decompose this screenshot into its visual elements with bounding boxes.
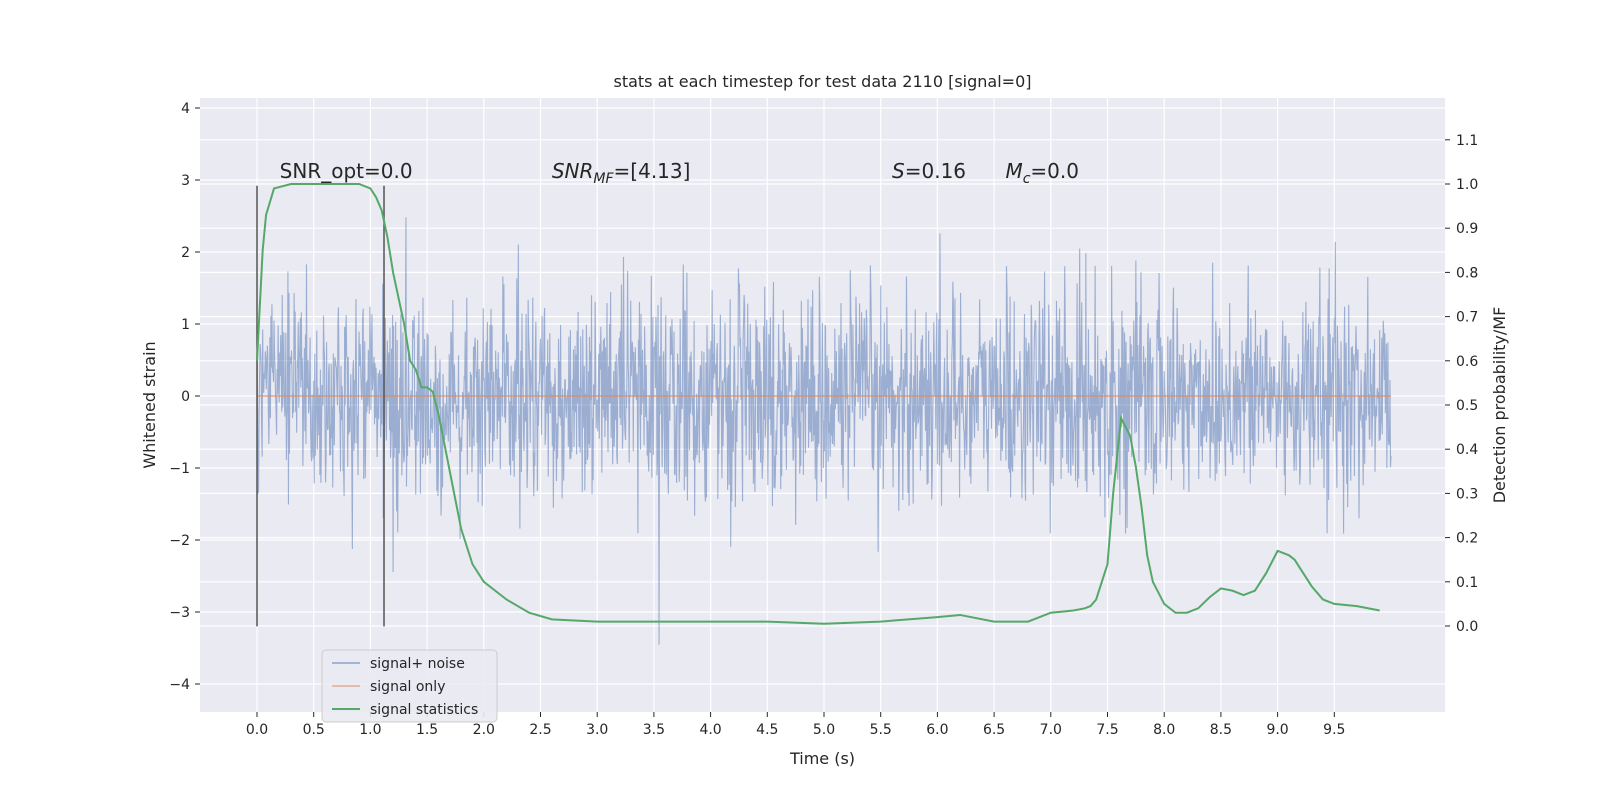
- annotation-snr-mf-tail: =[4.13]: [614, 159, 691, 183]
- annotation-s-tail: =0.16: [905, 159, 966, 183]
- x-tick-label: 4.5: [756, 722, 778, 738]
- legend-label-signal-statistics: signal statistics: [370, 702, 478, 718]
- legend-label-signal-noise: signal+ noise: [370, 656, 465, 672]
- x-tick-label: 8.5: [1210, 722, 1232, 738]
- x-tick-label: 6.5: [983, 722, 1005, 738]
- y2-axis-label: Detection probability/MF: [1490, 307, 1509, 504]
- annotation-snr-mf-main: SNR: [552, 159, 594, 183]
- annotation-mc-value: Mc=0.0: [1005, 159, 1079, 187]
- x-tick-label: 4.0: [699, 722, 721, 738]
- legend: signal+ noise signal only signal statist…: [321, 649, 498, 723]
- x-tick-label: 0.5: [303, 722, 325, 738]
- y2-tick-label: 0.5: [1456, 398, 1478, 414]
- chart-title: stats at each timestep for test data 211…: [613, 72, 1031, 91]
- y-tick-label: 4: [181, 101, 190, 117]
- y2-tick-label: 0.3: [1456, 486, 1478, 502]
- series-signal-noise: [256, 217, 1392, 645]
- y-tick-label: 3: [181, 173, 190, 189]
- y-tick-label: −4: [169, 677, 190, 693]
- annotation-mc-main: M: [1005, 159, 1022, 183]
- x-tick-label: 8.0: [1153, 722, 1175, 738]
- x-tick-label: 3.0: [586, 722, 608, 738]
- vertical-markers: [256, 185, 385, 627]
- x-tick-label: 0.0: [246, 722, 268, 738]
- signal-noise-trace: [256, 217, 1392, 645]
- y2-tick-label: 0.1: [1456, 575, 1478, 591]
- annotation-snr-opt: SNR_opt=0.0: [280, 159, 413, 183]
- annotation-s-main: S: [892, 159, 905, 183]
- legend-box: [321, 649, 498, 723]
- legend-label-signal-only: signal only: [370, 679, 445, 695]
- y-tick-label: −1: [169, 461, 190, 477]
- annotation-mc-sub: c: [1023, 171, 1031, 187]
- annotation-s-value: S=0.16: [892, 159, 966, 183]
- x-tick-label: 1.5: [416, 722, 438, 738]
- y2-tick-label: 0.7: [1456, 310, 1478, 326]
- x-tick-label: 2.5: [529, 722, 551, 738]
- x-tick-label: 5.5: [870, 722, 892, 738]
- x-tick-label: 3.5: [643, 722, 665, 738]
- y2-tick-label: 0.2: [1456, 531, 1478, 547]
- series-signal-statistics: [256, 183, 1380, 625]
- y-tick-label: 1: [181, 317, 190, 333]
- y2-tick-label: 0.0: [1456, 619, 1478, 635]
- x-tick-label: 9.5: [1323, 722, 1345, 738]
- y-tick-label: −3: [169, 605, 190, 621]
- x-tick-label: 7.5: [1096, 722, 1118, 738]
- x-tick-label: 2.0: [473, 722, 495, 738]
- y-tick-label: −2: [169, 533, 190, 549]
- x-tick-label: 6.0: [926, 722, 948, 738]
- x-tick-label: 7.0: [1040, 722, 1062, 738]
- annotation-snr-mf-sub: MF: [593, 171, 614, 187]
- y2-tick-label: 0.6: [1456, 354, 1478, 370]
- x-axis-ticks: 0.0 0.5 1.0 1.5 2.0 2.5 3.0 3.5 4.0 4.5 5.0 5.5 6.0 6…: [246, 712, 1345, 738]
- y-tick-label: 0: [181, 389, 190, 405]
- y2-tick-label: 1.1: [1456, 133, 1478, 149]
- y-axis-ticks: 4 3 2 1 0 −1 −2 −3 −4: [169, 101, 200, 693]
- x-tick-label: 1.0: [359, 722, 381, 738]
- y-axis-label: Whitened strain: [140, 341, 159, 468]
- y2-tick-label: 0.8: [1456, 265, 1478, 281]
- y2-axis-ticks: 1.1 1.0 0.9 0.8 0.7 0.6 0.5 0.4 0.3 0.2 0.1 0.0: [1445, 133, 1478, 635]
- y-tick-label: 2: [181, 245, 190, 261]
- annotation-mc-tail: =0.0: [1030, 159, 1079, 183]
- x-tick-label: 9.0: [1266, 722, 1288, 738]
- y2-tick-label: 0.4: [1456, 442, 1478, 458]
- x-tick-label: 5.0: [813, 722, 835, 738]
- x-axis-label: Time (s): [789, 749, 855, 768]
- y2-tick-label: 0.9: [1456, 221, 1478, 237]
- y2-tick-label: 1.0: [1456, 177, 1478, 193]
- annotation-snr-mf: SNRMF=[4.13]: [552, 159, 691, 187]
